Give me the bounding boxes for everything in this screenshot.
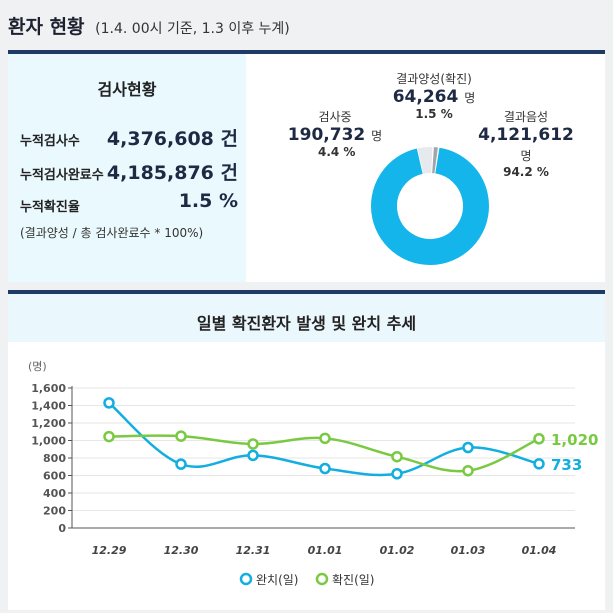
- y-tick-label: 1,200: [31, 417, 66, 430]
- data-point-1-6: [533, 433, 545, 445]
- donut-label-negative: 결과음성 4,121,612 명 94.2 %: [474, 108, 578, 179]
- donut-negative-unit-line: 명: [474, 145, 578, 165]
- data-point-0-2: [247, 449, 259, 462]
- stat-row-positive-rate: 누적확진율 1.5 %: [20, 190, 238, 218]
- data-point-1-2: [247, 438, 259, 450]
- donut-label-testing-pct: 4.4 %: [318, 145, 356, 159]
- stat-value: 4,376,608 건: [106, 128, 238, 150]
- y-tick-label: 200: [43, 505, 66, 518]
- stat-label: 누적확진율: [20, 200, 80, 215]
- stat-label: 누적검사완료수: [20, 168, 104, 183]
- stat-row-completed-tests: 누적검사완료수 4,185,876 건: [20, 158, 238, 186]
- legend-marker-1: [315, 572, 329, 586]
- donut-label-positive-name: 결과양성(확진): [396, 72, 472, 86]
- data-point-1-0: [103, 430, 115, 443]
- donut-area: 결과양성(확진) 64,264 명 1.5 % 검사중 190,732 명 4.…: [246, 54, 605, 282]
- donut-label-testing: 검사중 190,732 명 4.4 %: [280, 108, 390, 159]
- x-tick-label: 01.01: [308, 544, 343, 557]
- x-tick-label: 12.31: [236, 544, 271, 557]
- stat-value: 1.5 %: [178, 190, 238, 212]
- donut-slice-negative: [371, 147, 489, 265]
- test-status-title: 검사현황: [97, 80, 157, 99]
- donut-label-positive-value: 64,264 명: [350, 87, 518, 107]
- page-title-text: 환자 현황: [8, 16, 85, 38]
- y-tick-label: 1,600: [31, 382, 66, 395]
- summary-panel: 검사현황 누적검사수 4,376,608 건 누적검사완료수 4,185,876…: [8, 50, 605, 282]
- donut-testing-value: 190,732: [287, 125, 366, 145]
- x-tick-label: 01.02: [380, 544, 415, 557]
- y-tick-label: 0: [58, 522, 66, 535]
- stat-row-total-tests: 누적검사수 4,376,608 건: [20, 124, 238, 152]
- data-point-1-5: [462, 464, 474, 477]
- trend-panel: 일별 확진환자 발생 및 완치 추세 (명) 0 200 400 600 800 1,000…: [8, 290, 605, 610]
- donut-label-testing-name: 검사중: [318, 110, 352, 124]
- stat-value: 4,185,876 건: [106, 162, 238, 184]
- donut-positive-unit: 명: [464, 91, 476, 105]
- stat-note: (결과양성 / 총 검사완료수 * 100%): [20, 226, 204, 240]
- donut-label-testing-value: 190,732 명: [280, 125, 390, 145]
- y-tick-label: 1,400: [31, 400, 66, 413]
- donut-testing-unit: 명: [371, 129, 383, 143]
- donut-negative-value: 4,121,612: [478, 125, 574, 145]
- trend-header: 일별 확진환자 발생 및 완치 추세: [8, 294, 605, 342]
- legend-label-0: 완치(일): [256, 573, 298, 587]
- donut-label-negative-name: 결과음성: [503, 110, 549, 124]
- y-tick-label: 1,000: [31, 435, 66, 448]
- data-point-1-3: [319, 432, 331, 445]
- x-tick-label: 12.30: [164, 544, 199, 557]
- donut-label-negative-pct: 94.2 %: [503, 165, 549, 179]
- test-status-box: 검사현황 누적검사수 4,376,608 건 누적검사완료수 4,185,876…: [8, 54, 246, 282]
- stat-label: 누적검사수: [20, 134, 80, 149]
- y-tick-label: 600: [43, 470, 66, 483]
- y-tick-label: 400: [43, 487, 66, 500]
- legend-label-1: 확진(일): [332, 573, 374, 587]
- data-point-0-6: [533, 458, 545, 470]
- donut-negative-unit: 명: [520, 149, 532, 163]
- donut-label-positive: 결과양성(확진) 64,264 명 1.5 %: [350, 70, 518, 121]
- data-point-0-1: [175, 458, 187, 470]
- data-point-0-4: [391, 468, 403, 480]
- x-tick-label: 01.03: [451, 544, 486, 557]
- donut-positive-value: 64,264: [392, 87, 459, 107]
- donut-chart: [370, 146, 490, 266]
- line-chart: (명) 0 200 400 600 800 1,000 1,200 1,400 1,600 12.2…: [28, 360, 598, 587]
- end-label-1: 1,020: [551, 431, 598, 449]
- trend-title: 일별 확진환자 발생 및 완치 추세: [196, 314, 417, 333]
- donut-label-positive-pct: 1.5 %: [415, 107, 453, 121]
- data-point-0-3: [319, 462, 331, 475]
- x-tick-label: 01.04: [522, 544, 557, 557]
- end-label-0: 733: [551, 456, 582, 474]
- data-point-0-5: [462, 441, 474, 454]
- data-point-0-0: [103, 397, 115, 409]
- page-subtitle: (1.4. 00시 기준, 1.3 이후 누계): [95, 21, 290, 37]
- donut-slice-testing: [371, 147, 489, 265]
- y-unit-label: (명): [28, 360, 47, 373]
- legend-marker-0: [239, 572, 253, 586]
- data-point-1-4: [391, 450, 403, 463]
- data-point-1-1: [175, 430, 187, 442]
- y-tick-label: 800: [43, 452, 66, 465]
- page-title: 환자 현황 (1.4. 00시 기준, 1.3 이후 누계): [8, 12, 290, 39]
- x-tick-label: 12.29: [92, 544, 127, 557]
- page-header: 환자 현황 (1.4. 00시 기준, 1.3 이후 누계): [0, 0, 613, 48]
